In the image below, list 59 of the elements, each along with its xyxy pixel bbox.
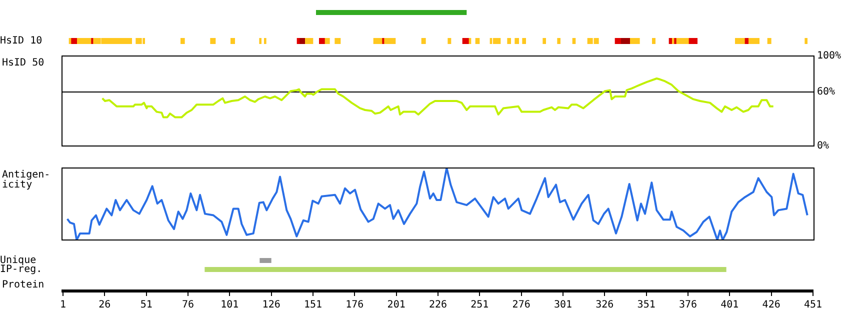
bar (542, 38, 546, 44)
bar (462, 38, 470, 44)
bar (493, 38, 501, 44)
y-tick-label: Unique (0, 255, 36, 266)
bar (507, 38, 511, 44)
bar (522, 38, 526, 44)
bar (514, 38, 519, 44)
bar (630, 38, 640, 44)
bar (475, 38, 480, 44)
x-axis-title: Protein (2, 280, 44, 291)
bar (136, 38, 142, 44)
bar (421, 38, 426, 44)
bar (324, 38, 330, 44)
bar (614, 38, 621, 44)
bar (334, 38, 341, 44)
x-tick-label: 226 (428, 300, 448, 311)
x-tick-label: 301 (554, 300, 572, 311)
bar (676, 38, 689, 44)
bar (319, 38, 326, 44)
bar (557, 38, 560, 44)
bar (180, 38, 185, 44)
x-tick-label: 201 (387, 300, 406, 311)
bar (305, 38, 314, 44)
bar (767, 38, 772, 44)
y-tick-label: HsID 10 (0, 36, 42, 47)
bar (210, 38, 216, 44)
bar (652, 38, 656, 44)
x-tick-label: 151 (304, 300, 322, 311)
x-tick-label: 126 (262, 300, 280, 311)
bar (373, 38, 382, 44)
x-tick-label: 76 (182, 300, 194, 311)
bar (804, 38, 808, 44)
x-tick-label: 451 (804, 300, 822, 311)
y-tick-label: 0% (817, 140, 830, 152)
bar (735, 38, 745, 44)
bar (748, 38, 760, 44)
x-tick-label: 376 (678, 300, 698, 311)
x-tick-label: 26 (98, 300, 111, 311)
bar (448, 38, 452, 44)
x-tick-label: 1 (60, 300, 66, 311)
y-axis-title: HsID 50 (2, 58, 44, 69)
bar (384, 38, 396, 44)
x-tick-label: 101 (220, 300, 239, 311)
x-tick-label: 426 (762, 300, 780, 311)
bar (572, 38, 576, 44)
y-tick-label: 60% (817, 86, 836, 98)
x-tick-label: 176 (346, 300, 364, 311)
y-axis-title: Antigen-icity (2, 170, 50, 191)
x-tick-label: 326 (596, 300, 614, 311)
y-tick-label: IP-reg. (0, 264, 42, 276)
x-tick-label: 251 (470, 300, 489, 311)
x-tick-label: 351 (637, 300, 656, 311)
bar (688, 38, 698, 44)
x-tick-label: 401 (720, 300, 739, 311)
x-tick-label: 51 (140, 300, 152, 311)
y-tick-label: 100% (817, 50, 842, 62)
x-tick-label: 276 (512, 300, 530, 311)
bar (77, 38, 92, 44)
bar (230, 38, 235, 44)
